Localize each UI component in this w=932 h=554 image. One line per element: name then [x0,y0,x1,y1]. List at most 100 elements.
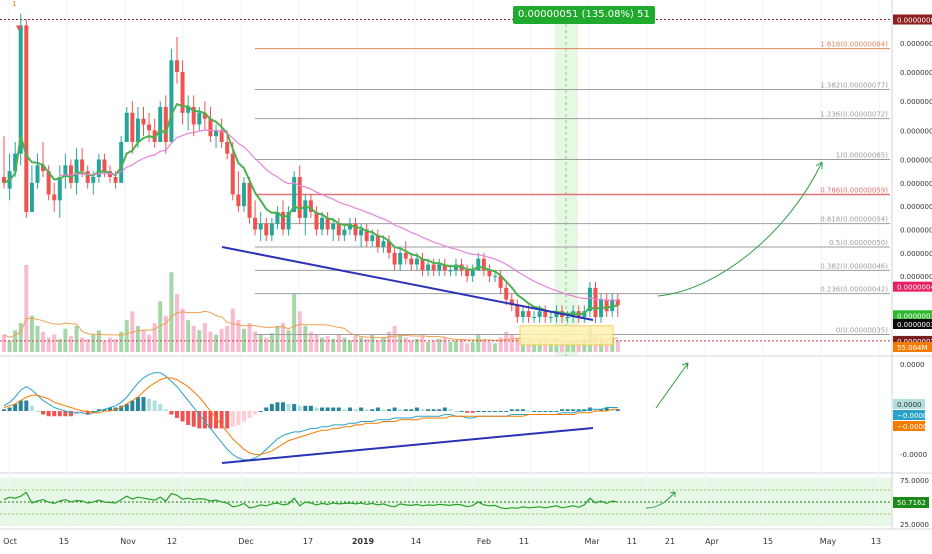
candle-body [409,258,414,265]
volume-bar [219,328,224,352]
macd-histogram-bar [381,409,386,411]
macd-histogram-bar [135,397,140,411]
price-badge-label: 0.00000044 [897,284,932,292]
volume-bar [398,334,403,352]
macd-histogram-bar [197,411,202,429]
candle-body [163,107,168,142]
volume-bar [576,341,581,352]
macd-histogram-bar [331,407,336,411]
candle-body [543,311,548,317]
fib-level-label: 1.618(0.00000084) [820,41,888,49]
volume-bar [515,337,520,352]
candle-body [113,177,118,183]
candle-body [331,223,336,230]
macd-histogram-bar [80,411,85,413]
volume-bar [615,340,620,352]
price-axis-tick: 0.00000061 [900,180,932,188]
volume-bar [225,325,230,352]
macd-histogram-bar [158,404,163,411]
macd-histogram-bar [442,407,447,411]
macd-histogram-bar [13,404,18,411]
volume-bar [241,328,246,352]
macd-histogram-bar [347,407,352,411]
macd-histogram-bar [420,409,425,411]
volume-bar [80,337,85,352]
macd-histogram-bar [515,409,520,411]
fib-level-label: 0(0.00000035) [836,327,888,335]
volume-bar [102,340,107,352]
macd-histogram-bar [487,411,492,412]
macd-histogram-bar [560,409,564,411]
volume-bar [74,325,79,352]
volume-bar [314,334,319,352]
high-marker-icon: ▼ [16,24,22,32]
macd-histogram-bar [258,411,263,412]
volume-bar [526,341,531,352]
macd-histogram-bar [46,411,51,417]
candle-body [230,153,235,195]
volume-bar [247,323,252,352]
time-axis-label: Mar [584,537,600,546]
macd-histogram-bar [264,407,269,411]
candle-body [180,72,185,113]
measure-label: 0.00000051 (135.08%) 51 [513,6,655,24]
candle-body [353,223,358,236]
volume-bar [554,340,559,352]
volume-bar [420,336,425,352]
ema-long-line [59,129,618,302]
candle-body [35,165,40,183]
candle-body [292,177,297,212]
macd-axis-tick: -0.0000 [900,451,927,459]
macd-histogram-bar [68,411,73,417]
volume-bar [320,337,325,352]
candle-body [191,107,196,125]
volume-bar [353,336,358,352]
macd-histogram-bar [370,409,375,411]
time-axis-label: 2019 [352,537,375,546]
volume-badge [893,342,932,352]
candle-body [208,118,213,137]
candle-body [102,159,107,172]
candle-body [437,264,442,271]
volume-bar [414,338,419,352]
candle-body [214,130,219,137]
candle-body [68,165,73,183]
time-axis-label: 11 [519,537,529,546]
time-axis-label: Apr [705,537,720,546]
volume-bar [52,334,57,352]
candle-body [29,182,34,212]
macd-histogram-bar [426,409,431,411]
volume-bar [364,338,369,352]
macd-histogram-bar [163,409,168,411]
accumulation-box [519,325,614,346]
candle-body [515,305,520,317]
volume-bar [214,334,219,352]
fib-level-label: 0.5(0.00000050) [829,239,888,247]
volume-bar [24,265,29,352]
candle-body [520,311,525,317]
candle-body [599,299,604,317]
macd-histogram-bar [269,404,274,411]
macd-histogram-bar [532,411,537,412]
projection-arrow-head [815,161,823,169]
candle-body [370,235,375,242]
macd-histogram-bar [353,409,358,411]
candle-body [91,177,96,183]
macd-histogram-bar [52,411,57,417]
macd-histogram-bar [320,407,325,411]
candle-body [2,177,6,183]
rsi-badge-label: 50.7162 [897,499,926,507]
rsi-line [3,491,618,510]
volume-bar [147,334,152,352]
volume-bar [180,308,185,352]
volume-bar [29,315,34,352]
fib-level-label: 0.236(0.00000042) [820,286,888,294]
candle-body [63,165,68,177]
macd-histogram-bar [481,411,486,412]
macd-histogram-bar [498,411,503,412]
macd-histogram-bar [336,407,341,411]
candle-body [258,223,263,230]
time-axis-label: Dec [238,537,253,546]
